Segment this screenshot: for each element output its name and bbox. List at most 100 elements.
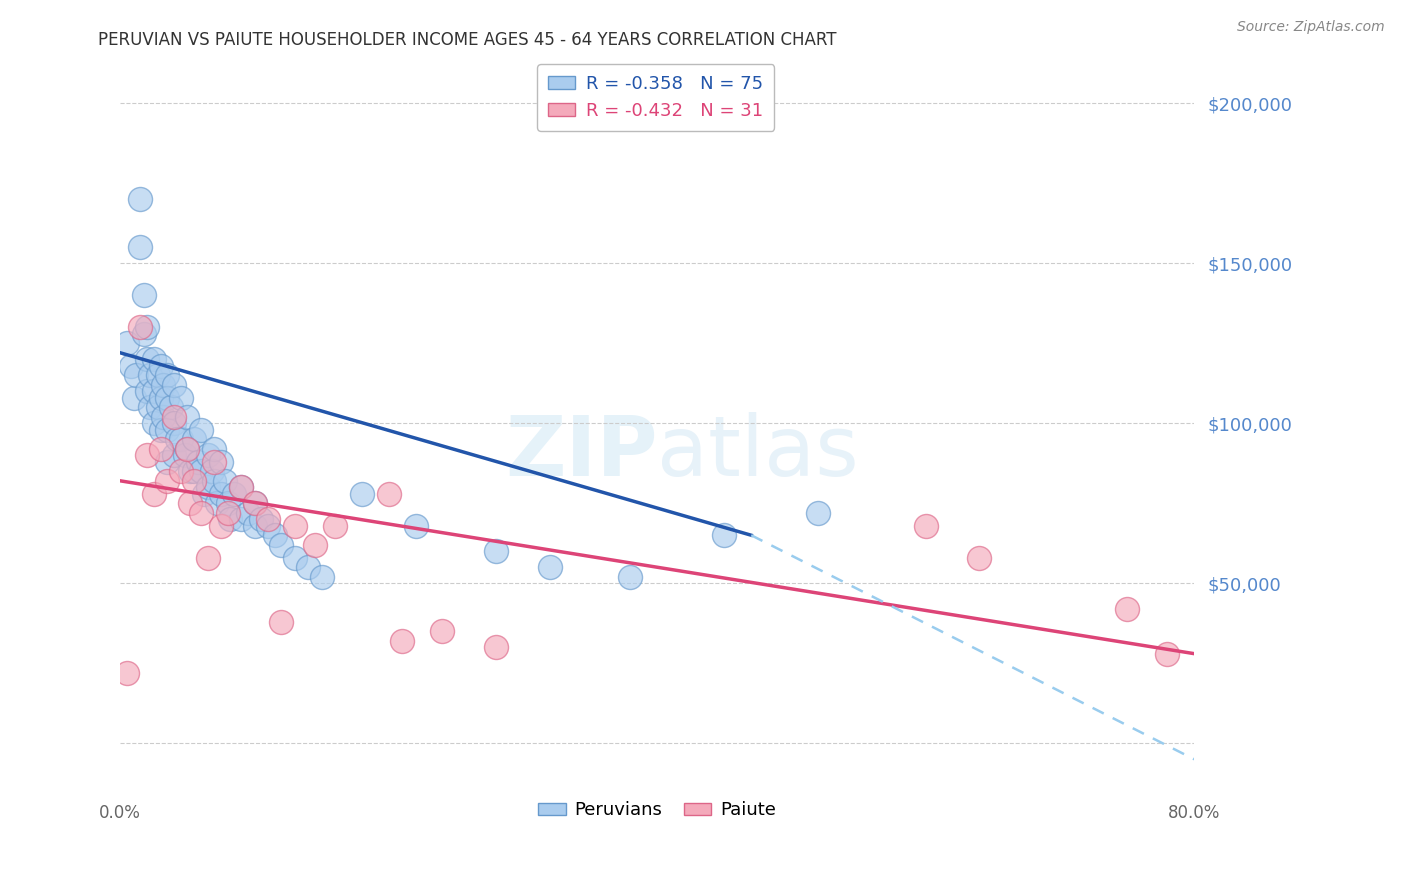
Point [202, 474, 225, 488]
Text: PERUVIAN VS PAIUTE HOUSEHOLDER INCOME AGES 45 - 64 YEARS CORRELATION CHART: PERUVIAN VS PAIUTE HOUSEHOLDER INCOME AG… [98, 31, 837, 49]
Point [190, 423, 212, 437]
Point [284, 518, 307, 533]
Point [485, 640, 508, 655]
Point [304, 538, 326, 552]
Point [197, 480, 219, 494]
Point [229, 512, 252, 526]
Point [284, 550, 307, 565]
Point [1116, 602, 1139, 616]
Point [190, 506, 212, 520]
Point [146, 401, 169, 415]
Point [257, 518, 280, 533]
Point [914, 518, 936, 533]
Point [129, 240, 152, 254]
Point [163, 409, 186, 424]
Point [156, 455, 179, 469]
Point [969, 550, 991, 565]
Point [129, 192, 152, 206]
Point [197, 448, 219, 462]
Point [323, 518, 346, 533]
Point [350, 486, 373, 500]
Point [538, 560, 561, 574]
Point [129, 320, 152, 334]
Point [142, 416, 165, 430]
Point [183, 474, 205, 488]
Point [250, 512, 273, 526]
Point [163, 416, 186, 430]
Point [149, 442, 172, 456]
Point [224, 486, 246, 500]
Point [125, 368, 148, 383]
Point [163, 448, 186, 462]
Point [205, 496, 228, 510]
Point [243, 518, 266, 533]
Point [214, 474, 236, 488]
Point [176, 442, 198, 456]
Point [193, 486, 215, 500]
Point [160, 401, 183, 415]
Point [311, 570, 333, 584]
Point [243, 496, 266, 510]
Point [163, 377, 186, 392]
Point [297, 560, 319, 574]
Point [170, 391, 193, 405]
Point [405, 518, 427, 533]
Point [156, 368, 179, 383]
Point [176, 409, 198, 424]
Point [257, 512, 280, 526]
Point [142, 384, 165, 399]
Point [139, 368, 162, 383]
Point [200, 464, 222, 478]
Point [378, 486, 401, 500]
Text: Source: ZipAtlas.com: Source: ZipAtlas.com [1237, 20, 1385, 34]
Point [209, 486, 232, 500]
Point [243, 496, 266, 510]
Point [170, 464, 193, 478]
Point [166, 432, 188, 446]
Point [149, 391, 172, 405]
Point [202, 455, 225, 469]
Point [173, 448, 195, 462]
Point [142, 486, 165, 500]
Point [176, 442, 198, 456]
Point [136, 320, 159, 334]
Legend: Peruvians, Paiute: Peruvians, Paiute [531, 794, 783, 827]
Point [270, 615, 292, 629]
Point [432, 624, 454, 639]
Point [120, 359, 142, 373]
Point [391, 633, 413, 648]
Point [152, 409, 174, 424]
Point [263, 528, 285, 542]
Point [136, 448, 159, 462]
Point [146, 368, 169, 383]
Point [713, 528, 735, 542]
Text: atlas: atlas [657, 412, 859, 493]
Point [136, 384, 159, 399]
Point [190, 464, 212, 478]
Point [136, 352, 159, 367]
Point [139, 401, 162, 415]
Point [209, 518, 232, 533]
Point [149, 359, 172, 373]
Point [219, 512, 242, 526]
Point [179, 496, 201, 510]
Point [619, 570, 641, 584]
Point [187, 455, 209, 469]
Point [217, 496, 239, 510]
Point [134, 326, 156, 341]
Point [115, 336, 138, 351]
Point [183, 464, 205, 478]
Point [156, 474, 179, 488]
Point [115, 665, 138, 680]
Point [807, 506, 830, 520]
Point [485, 544, 508, 558]
Point [149, 423, 172, 437]
Point [122, 391, 145, 405]
Point [156, 391, 179, 405]
Text: ZIP: ZIP [505, 412, 657, 493]
Point [179, 464, 201, 478]
Point [217, 506, 239, 520]
Point [197, 550, 219, 565]
Point [1156, 647, 1178, 661]
Point [229, 480, 252, 494]
